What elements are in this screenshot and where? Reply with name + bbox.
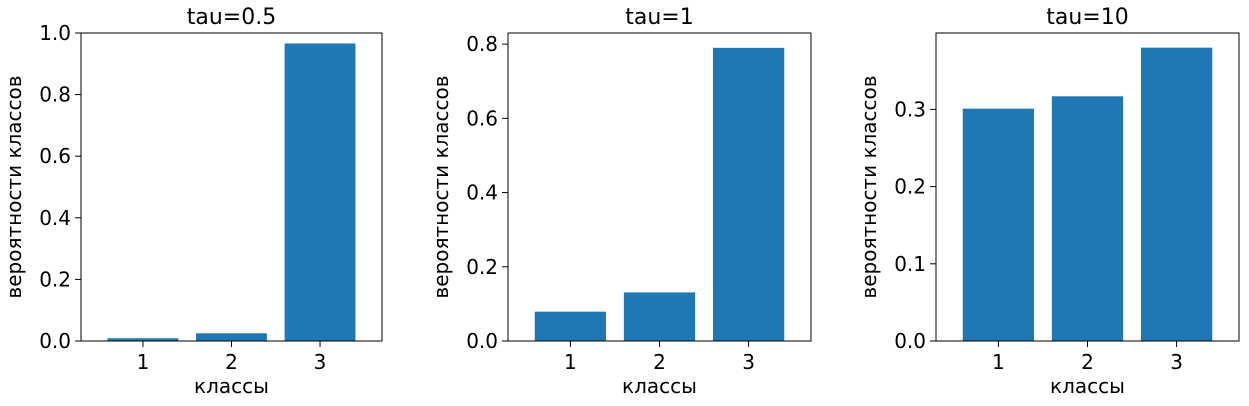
bar-1 (534, 311, 607, 341)
x-axis-label: классы (1050, 374, 1125, 398)
bar-1 (107, 338, 179, 341)
x-tick-label: 1 (992, 350, 1005, 374)
axes-frame (507, 32, 812, 342)
y-tick-label: 0.6 (39, 144, 71, 168)
x-tick-label: 2 (1081, 350, 1094, 374)
bar-3 (1140, 47, 1213, 342)
chart-title: tau=0.5 (187, 5, 276, 30)
bar-2 (623, 292, 696, 341)
x-tick-label: 3 (742, 350, 755, 374)
y-tick-label: 0.1 (894, 252, 926, 276)
x-axis-label: классы (622, 374, 697, 398)
chart-title: tau=1 (625, 5, 693, 30)
x-tick-label: 3 (1170, 350, 1183, 374)
chart-title: tau=10 (1046, 5, 1128, 30)
y-tick-label: 0.2 (894, 175, 926, 199)
axes-frame (935, 32, 1240, 342)
y-tick-label: 0.0 (39, 329, 71, 353)
y-tick-label: 0.8 (39, 83, 71, 107)
y-tick-label: 0.2 (39, 267, 71, 291)
subplot-1: 1 2 3 0.0 0.2 0.4 0.6 0.8 1.0 tau=0.5 классы вероят… (2, 5, 383, 398)
y-tick-label: 0.6 (466, 106, 498, 130)
x-tick-label: 1 (137, 350, 150, 374)
y-tick-label: 0.0 (466, 329, 498, 353)
x-tick-label: 2 (225, 350, 238, 374)
y-axis-label: вероятности классов (857, 75, 881, 298)
y-axis-label: вероятности классов (2, 75, 26, 298)
y-tick-label: 0.3 (894, 97, 926, 121)
bar-2 (196, 333, 267, 341)
y-tick-label: 0.0 (894, 329, 926, 353)
y-tick-label: 0.2 (466, 255, 498, 279)
x-axis-label: классы (194, 374, 269, 398)
subplot-3: 1 2 3 0.0 0.1 0.2 0.3 tau=10 классы вероятности к… (857, 5, 1240, 398)
y-tick-label: 0.4 (39, 206, 71, 230)
x-tick-label: 3 (314, 350, 327, 374)
axes-frame (80, 32, 383, 342)
x-tick-label: 1 (564, 350, 577, 374)
y-tick-label: 0.8 (466, 32, 498, 56)
x-tick-label: 2 (653, 350, 666, 374)
bar-3 (712, 47, 785, 342)
bar-3 (284, 43, 356, 341)
y-tick-label: 0.4 (466, 181, 498, 205)
bar-1 (962, 108, 1035, 342)
bar-2 (1051, 96, 1124, 341)
y-tick-label: 1.0 (39, 21, 71, 45)
subplot-2: 1 2 3 0.0 0.2 0.4 0.6 0.8 tau=1 классы вероятности… (429, 5, 812, 398)
y-axis-label: вероятности классов (429, 75, 453, 298)
